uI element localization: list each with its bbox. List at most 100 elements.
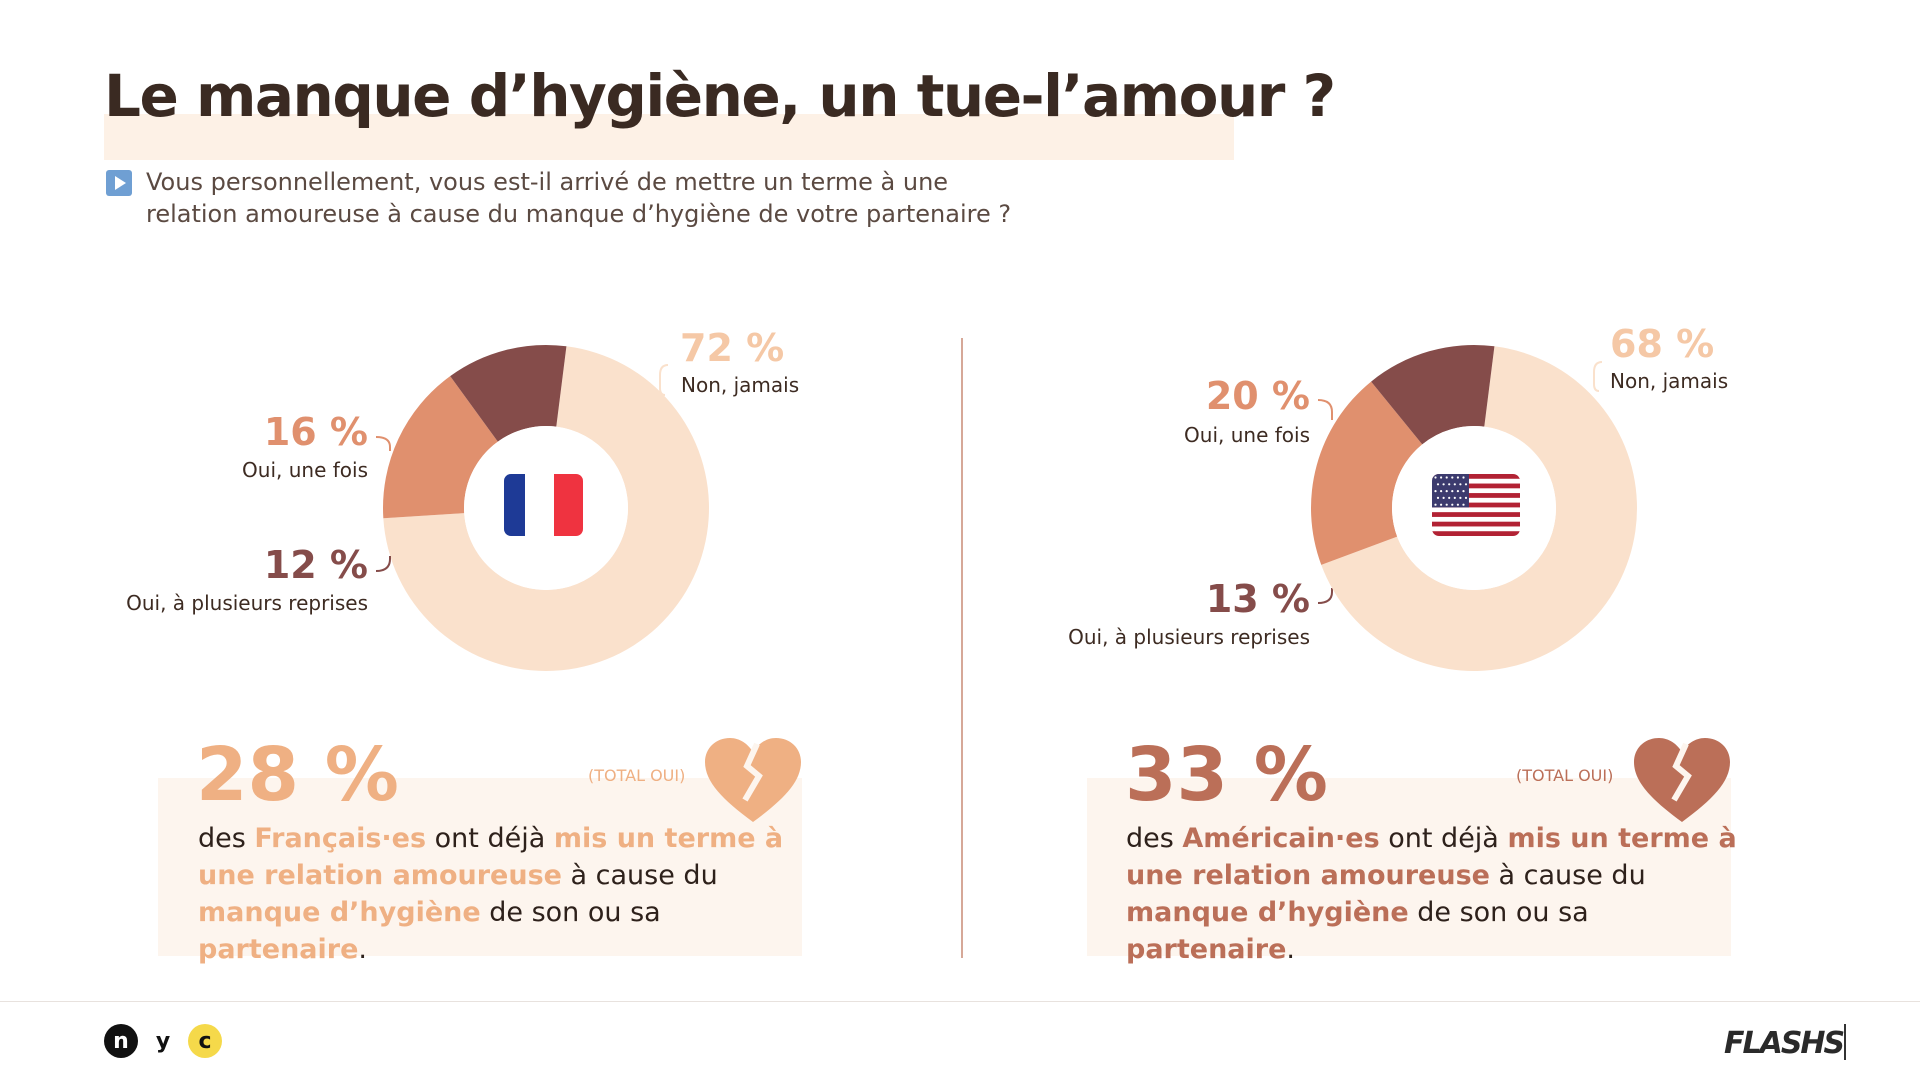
donut-chart-france xyxy=(383,345,709,671)
flag-star xyxy=(1464,483,1468,486)
flag-star xyxy=(1434,476,1437,479)
france-flag xyxy=(504,474,583,536)
france-slice-oui-une-fois xyxy=(383,376,498,519)
footer-divider xyxy=(0,1001,1920,1002)
france-highlight-partner: partenaire xyxy=(198,934,359,965)
flag-stripe xyxy=(1432,531,1520,536)
france-sentence: des Français·es ont déjà mis un terme à … xyxy=(198,823,784,965)
flag-stripe xyxy=(1432,488,1520,494)
logo-c: c xyxy=(188,1024,222,1058)
flag-star xyxy=(1436,496,1440,499)
usa-highlight-who: Américain·es xyxy=(1182,823,1380,854)
play-icon xyxy=(106,170,132,196)
france-non-jamais-label: Non, jamais xyxy=(681,373,800,397)
france-total-label: (TOTAL OUI) xyxy=(588,766,686,785)
flag-star xyxy=(1464,496,1468,499)
flag-star xyxy=(1448,496,1451,499)
flag-star xyxy=(1445,503,1448,506)
france-highlight-hygiene: manque d’hygiène xyxy=(198,897,481,928)
flag-star xyxy=(1459,483,1462,486)
flag-stripe xyxy=(1432,497,1520,503)
flag-star xyxy=(1445,490,1448,493)
usa-slice-oui-une-fois xyxy=(1311,381,1423,565)
france-highlight-who: Français·es xyxy=(254,823,427,854)
flag-star xyxy=(1456,503,1459,506)
flag-star xyxy=(1456,490,1459,493)
flag-star xyxy=(1448,483,1451,486)
footer-bar xyxy=(1844,1024,1846,1060)
flag-star xyxy=(1462,503,1465,506)
usa-oui-une-fois-pct: 20 % xyxy=(1205,374,1310,418)
france-oui-une-fois-label: Oui, une fois xyxy=(242,458,368,482)
flag-stripe xyxy=(1432,474,1520,480)
question-line-1: Vous personnellement, vous est-il arrivé… xyxy=(146,168,949,196)
flag-star xyxy=(1462,476,1465,479)
flag-star xyxy=(1442,496,1445,499)
usa-non-jamais-pct: 68 % xyxy=(1610,322,1715,366)
usa-slice-non-jamais xyxy=(1321,346,1637,671)
flag-star xyxy=(1434,503,1437,506)
logo-y: y xyxy=(146,1024,180,1058)
usa-oui-plusieurs-pct: 13 % xyxy=(1205,577,1310,621)
logo-n: n xyxy=(104,1024,138,1058)
flag-star xyxy=(1451,503,1454,506)
flag-stripe xyxy=(1432,502,1520,508)
survey-question: Vous personnellement, vous est-il arrivé… xyxy=(106,166,1106,230)
france-total-pct: 28 % xyxy=(196,732,399,818)
broken-heart-icon xyxy=(705,738,801,822)
flag-star xyxy=(1440,490,1443,493)
flag-star xyxy=(1453,483,1456,486)
flag-star xyxy=(1445,476,1448,479)
flag-star xyxy=(1451,490,1454,493)
flag-stripe xyxy=(1432,483,1520,489)
france-oui-plusieurs-label: Oui, à plusieurs reprises xyxy=(126,591,368,615)
usa-total-pct: 33 % xyxy=(1125,732,1328,818)
flag-star xyxy=(1453,496,1456,499)
usa-slice-oui-plusieurs xyxy=(1371,345,1495,445)
flag-stripe xyxy=(1432,478,1520,484)
usa-highlight-partner: partenaire xyxy=(1126,934,1287,965)
flag-star xyxy=(1459,496,1462,499)
flag-stripe xyxy=(1432,512,1520,518)
flag-stripe xyxy=(1432,516,1520,522)
flag-star xyxy=(1456,476,1459,479)
page-title: Le manque d’hygiène, un tue-l’amour ? xyxy=(104,62,1336,130)
flag-stripe xyxy=(1432,526,1520,532)
flag-star xyxy=(1462,490,1465,493)
title-highlight xyxy=(104,114,1234,160)
question-text: Vous personnellement, vous est-il arrivé… xyxy=(146,166,1106,230)
flag-star xyxy=(1436,483,1440,486)
usa-summary-card xyxy=(1087,778,1731,956)
title-block: Le manque d’hygiène, un tue-l’amour ? xyxy=(104,62,1336,160)
usa-highlight-action: mis un terme à une relation amoureuse xyxy=(1126,823,1737,891)
usa-flag xyxy=(1432,474,1520,536)
flag-star xyxy=(1440,476,1443,479)
nyc-logo: n y c xyxy=(104,1024,222,1058)
usa-highlight-hygiene: manque d’hygiène xyxy=(1126,897,1409,928)
flag-stripe xyxy=(1432,493,1520,499)
france-highlight-action: mis un terme à une relation amoureuse xyxy=(198,823,784,891)
usa-oui-plusieurs-label: Oui, à plusieurs reprises xyxy=(1068,625,1310,649)
broken-heart-icon xyxy=(1634,738,1730,822)
flashs-logo: FLASHS xyxy=(1724,1026,1845,1061)
column-divider xyxy=(961,338,963,958)
france-summary-card xyxy=(158,778,802,956)
flag-star xyxy=(1440,503,1443,506)
france-non-jamais-pct: 72 % xyxy=(680,326,785,370)
france-slice-non-jamais xyxy=(383,346,709,671)
france-slice-oui-plusieurs xyxy=(450,345,567,442)
usa-oui-une-fois-label: Oui, une fois xyxy=(1184,423,1310,447)
france-oui-une-fois-pct: 16 % xyxy=(263,410,368,454)
flag-stripe xyxy=(1432,507,1520,513)
flag-stripe xyxy=(1432,521,1520,527)
france-oui-plusieurs-pct: 12 % xyxy=(263,543,368,587)
donut-chart-usa xyxy=(1311,345,1637,671)
flag-star xyxy=(1442,483,1445,486)
question-line-2: relation amoureuse à cause du manque d’h… xyxy=(146,200,1012,228)
flag-star xyxy=(1451,476,1454,479)
usa-total-label: (TOTAL OUI) xyxy=(1516,766,1614,785)
flag-star xyxy=(1434,490,1437,493)
usa-sentence: des Américain·es ont déjà mis un terme à… xyxy=(1126,823,1737,965)
usa-non-jamais-label: Non, jamais xyxy=(1610,369,1729,393)
